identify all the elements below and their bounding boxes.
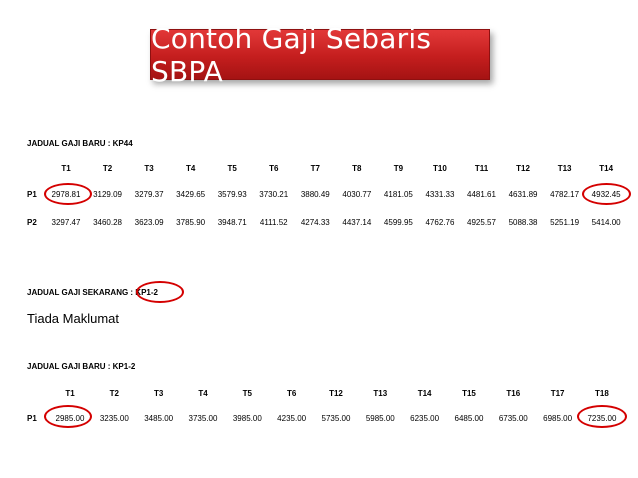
column-header: T18 [595, 389, 609, 398]
table-cell: 3735.00 [188, 414, 218, 423]
slide-title: Contoh Gaji Sebaris SBPA [151, 21, 432, 88]
section3-title: JADUAL GAJI BARU : KP1-2 [27, 362, 136, 371]
highlight-ring-kp44-p1-t1 [44, 183, 92, 205]
table-cell: 4030.77 [342, 190, 372, 199]
table-cell: 4274.33 [300, 218, 330, 227]
column-header: T15 [462, 389, 476, 398]
section2-title: JADUAL GAJI SEKARANG : KP1-2 [27, 288, 158, 297]
table-cell: 4235.00 [277, 414, 307, 423]
table-cell: 3485.00 [144, 414, 174, 423]
table-cell: 3129.09 [93, 190, 122, 199]
column-header: T4 [198, 389, 208, 398]
column-header: T5 [227, 164, 237, 173]
column-header: T2 [109, 389, 119, 398]
section1-title: JADUAL GAJI BARU : KP44 [27, 139, 133, 148]
column-header: T13 [373, 389, 388, 398]
table-cell: 3235.00 [99, 414, 129, 423]
table-cell: 4181.05 [383, 190, 413, 199]
highlight-ring-kp1-2-p1-t18 [577, 405, 627, 428]
column-header: T17 [550, 389, 565, 398]
table-cell: 3623.09 [134, 218, 164, 227]
table-cell: 3579.93 [217, 190, 247, 199]
table-cell: 4782.17 [550, 190, 580, 199]
table-cell: 4925.57 [467, 218, 496, 227]
table-cell: 6485.00 [454, 414, 484, 423]
table-cell: 5735.00 [321, 414, 351, 423]
column-header: T16 [506, 389, 521, 398]
table-cell: 3460.28 [93, 218, 122, 227]
table-cell: 4599.95 [383, 218, 413, 227]
table-cell: 3985.00 [232, 414, 262, 423]
table-cell: 4631.89 [508, 190, 538, 199]
column-header: T13 [557, 164, 572, 173]
column-header: T12 [329, 389, 343, 398]
table-cell: 4437.14 [342, 218, 372, 227]
table-cell: 6235.00 [410, 414, 440, 423]
table-cell: 6735.00 [498, 414, 528, 423]
table-cell: 4481.61 [467, 190, 496, 199]
table-cell: 4111.52 [259, 218, 288, 227]
table-cell: 6985.00 [543, 414, 573, 423]
table-cell: 3785.90 [176, 218, 206, 227]
row-label: P2 [27, 218, 37, 227]
column-header: T6 [286, 389, 297, 398]
table-cell: 3948.71 [217, 218, 247, 227]
table-cell: 4331.33 [425, 190, 455, 199]
row-label: P1 [27, 414, 37, 423]
highlight-ring-kp1-2-title [136, 281, 184, 303]
column-header: T1 [65, 389, 75, 398]
column-header: T7 [310, 164, 320, 173]
column-header: T14 [417, 389, 432, 398]
table-cell: 3730.21 [259, 190, 289, 199]
table-cell: 3279.37 [134, 190, 164, 199]
row-label: P1 [27, 190, 37, 199]
column-header: T11 [474, 164, 489, 173]
column-header: T8 [352, 164, 362, 173]
column-header: T3 [144, 164, 154, 173]
highlight-ring-kp1-2-p1-t1 [44, 405, 92, 428]
table-cell: 3880.49 [300, 190, 330, 199]
table-cell: 3297.47 [51, 218, 81, 227]
table-cell: 5251.19 [550, 218, 580, 227]
column-header: T10 [433, 164, 447, 173]
column-header: T5 [242, 389, 252, 398]
column-header: T12 [516, 164, 530, 173]
column-header: T14 [599, 164, 614, 173]
table-cell: 3429.65 [176, 190, 206, 199]
highlight-ring-kp44-p1-t14 [582, 183, 631, 205]
column-header: T1 [61, 164, 71, 173]
table-cell: 4762.76 [425, 218, 455, 227]
column-header: T6 [269, 164, 279, 173]
column-header: T3 [153, 389, 164, 398]
table-cell: 5985.00 [365, 414, 395, 423]
table-cell: 5414.00 [591, 218, 621, 227]
slide-title-banner: Contoh Gaji Sebaris SBPA [150, 22, 490, 88]
no-data-note: Tiada Maklumat [27, 311, 119, 326]
column-header: T4 [185, 164, 196, 173]
table-cell: 5088.38 [508, 218, 538, 227]
column-header: T2 [102, 164, 113, 173]
column-header: T9 [393, 164, 404, 173]
